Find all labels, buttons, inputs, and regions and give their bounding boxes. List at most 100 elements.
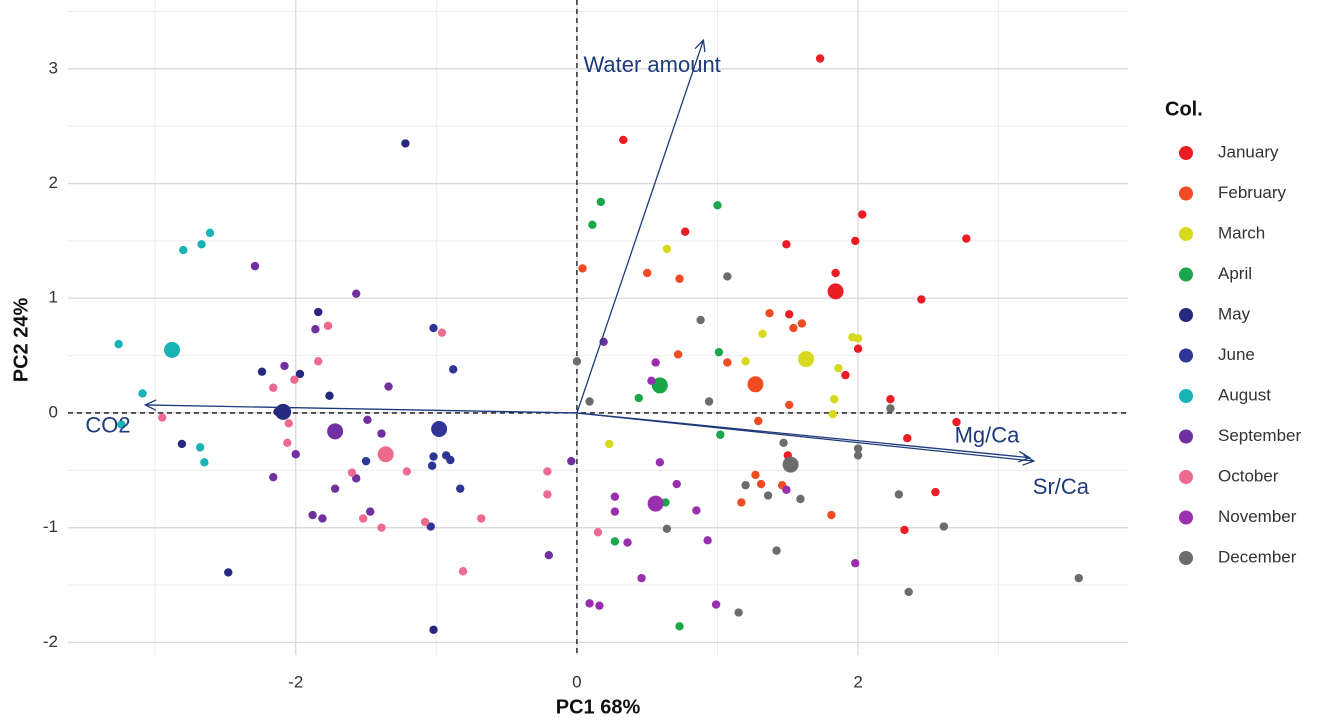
legend-title: Col.	[1165, 98, 1203, 120]
point	[384, 382, 393, 391]
point	[829, 394, 839, 404]
point	[952, 417, 961, 427]
point	[427, 461, 437, 470]
point	[741, 357, 750, 366]
point	[351, 474, 361, 483]
centroid	[747, 376, 764, 393]
point	[314, 307, 323, 317]
point	[763, 491, 773, 500]
legend-marker	[1179, 146, 1193, 160]
point	[853, 451, 863, 460]
centroid	[275, 403, 292, 420]
point	[713, 201, 722, 210]
point	[567, 456, 576, 466]
point	[114, 339, 123, 349]
point	[723, 272, 732, 281]
point	[714, 347, 724, 357]
point	[784, 400, 794, 410]
loading-arrow	[576, 39, 705, 414]
point	[366, 507, 375, 516]
point	[651, 358, 660, 367]
point	[283, 438, 292, 447]
point	[610, 492, 620, 501]
point	[257, 367, 267, 376]
point	[662, 524, 672, 534]
point	[751, 470, 760, 480]
point	[853, 334, 863, 343]
point	[318, 514, 327, 523]
centroid	[827, 283, 844, 300]
point	[675, 274, 684, 283]
point	[831, 268, 840, 278]
point	[917, 295, 926, 304]
point	[325, 391, 334, 400]
point	[716, 430, 725, 439]
point	[673, 350, 683, 359]
y-tick-label: 1	[49, 288, 58, 307]
point	[696, 315, 705, 325]
point	[1074, 573, 1083, 583]
y-tick-label: -1	[43, 517, 58, 536]
point	[543, 467, 552, 476]
centroid	[164, 341, 181, 358]
loading-arrow	[145, 404, 577, 414]
legend-label: August	[1218, 385, 1271, 404]
point	[595, 601, 604, 610]
point	[741, 481, 750, 490]
point	[308, 510, 317, 520]
point	[330, 484, 340, 493]
point	[311, 325, 320, 334]
centroid	[651, 377, 668, 394]
point	[703, 536, 712, 545]
point	[477, 514, 486, 523]
point	[295, 369, 305, 379]
centroid	[798, 351, 815, 368]
point	[886, 394, 895, 404]
legend-label: October	[1218, 466, 1279, 485]
point	[402, 467, 412, 476]
point	[179, 245, 188, 255]
point	[779, 438, 788, 447]
arrow-head	[143, 399, 157, 411]
point	[903, 433, 912, 443]
point	[680, 227, 690, 236]
point	[224, 568, 233, 577]
legend-marker	[1179, 267, 1193, 282]
point	[195, 443, 205, 452]
point	[734, 608, 743, 617]
point	[634, 393, 643, 403]
point	[200, 458, 209, 467]
point	[458, 567, 468, 576]
point	[610, 537, 620, 546]
point	[456, 484, 465, 493]
point	[351, 289, 361, 298]
point	[815, 54, 825, 63]
point	[962, 234, 971, 243]
x-tick-label: -2	[288, 672, 303, 691]
point	[420, 517, 430, 527]
point	[789, 323, 798, 333]
point	[361, 456, 371, 466]
legend-marker	[1179, 551, 1193, 565]
point	[672, 479, 681, 489]
point	[323, 321, 333, 330]
point	[177, 439, 187, 449]
point	[853, 344, 863, 353]
loading-arrow	[576, 412, 1034, 462]
point	[704, 397, 714, 406]
point	[797, 319, 807, 328]
point	[655, 458, 665, 467]
point	[429, 625, 438, 634]
point	[269, 383, 278, 392]
legend-marker	[1179, 186, 1193, 201]
point	[377, 523, 386, 532]
y-tick-label: 0	[49, 402, 58, 421]
x-tick-label: 0	[572, 672, 581, 691]
point	[851, 559, 860, 568]
point	[605, 439, 614, 449]
point	[138, 389, 147, 398]
point	[269, 472, 278, 482]
legend-label: January	[1218, 142, 1279, 161]
point	[588, 220, 597, 230]
